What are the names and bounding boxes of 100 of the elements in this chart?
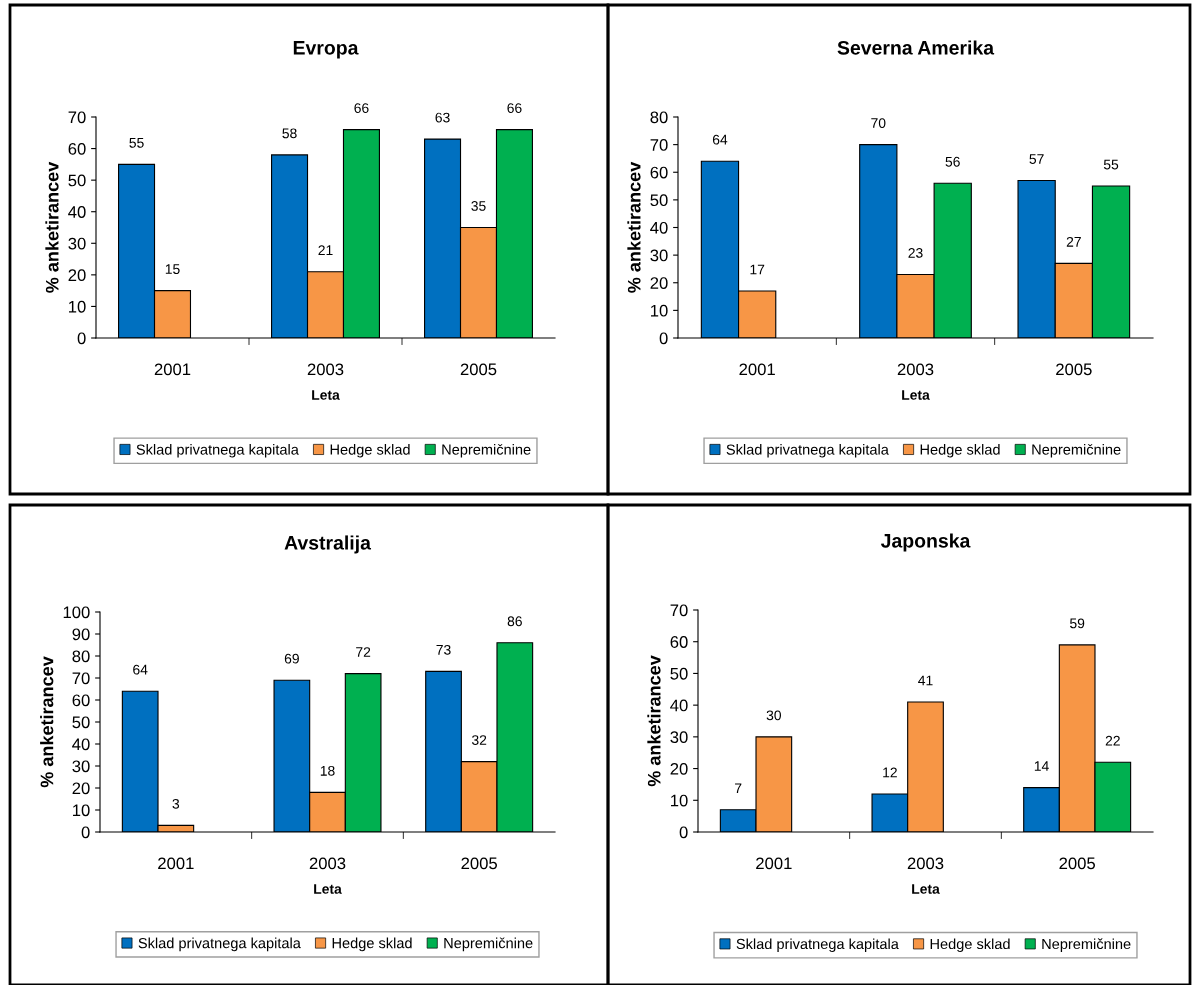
data-label: 72: [356, 647, 371, 657]
x-tick-label: 2003: [897, 363, 934, 376]
data-label: 7: [735, 783, 742, 794]
data-label: 17: [750, 264, 765, 275]
legend-label: Sklad privatnega kapitala: [138, 937, 301, 952]
y-tick-label: 80: [72, 650, 90, 663]
y-tick-label: 0: [77, 332, 86, 345]
y-tick-label: 70: [650, 139, 668, 151]
y-tick-label: 20: [650, 277, 668, 289]
y-tick-label: 60: [650, 166, 668, 179]
data-label: 86: [507, 616, 522, 627]
x-tick-label: 2005: [461, 857, 498, 870]
x-tick-label: 2001: [158, 857, 194, 870]
y-axis-title: % anketirancev: [45, 161, 59, 293]
chart-title: Evropa: [293, 41, 359, 59]
data-label: 3: [172, 798, 180, 809]
data-label: 18: [320, 765, 335, 776]
data-label: 27: [1066, 236, 1081, 247]
data-label: 14: [1034, 761, 1049, 771]
data-label: 23: [908, 247, 923, 258]
y-tick-label: 50: [72, 716, 90, 729]
x-tick-label: 2001: [756, 857, 792, 870]
data-label: 35: [471, 201, 486, 211]
y-tick-label: 50: [650, 194, 668, 207]
y-tick-label: 30: [72, 760, 90, 773]
y-tick-label: 40: [650, 221, 668, 234]
chart-title: Severna Amerika: [837, 40, 995, 55]
chart-title: Avstralija: [284, 535, 372, 554]
data-label: 41: [918, 675, 933, 686]
y-tick-label: 50: [670, 667, 688, 680]
data-label: 22: [1105, 735, 1120, 746]
y-tick-label: 60: [68, 142, 86, 155]
data-label: 55: [129, 138, 144, 148]
y-tick-label: 80: [650, 111, 668, 124]
y-tick-label: 10: [651, 304, 668, 317]
y-tick-label: 30: [670, 731, 688, 744]
data-label: 12: [883, 767, 897, 778]
legend-label: Nepremičnine: [444, 937, 533, 952]
y-tick-label: 10: [671, 794, 688, 807]
x-tick-label: 2003: [309, 857, 346, 870]
y-tick-label: 30: [650, 249, 668, 262]
y-tick-label: 70: [72, 672, 90, 685]
data-label: 70: [871, 118, 886, 128]
x-tick-label: 2005: [1059, 857, 1096, 870]
x-tick-label: 2005: [1056, 363, 1092, 376]
x-axis-title: Leta: [312, 390, 340, 400]
x-tick-label: 2003: [307, 363, 344, 376]
y-tick-label: 40: [72, 738, 90, 751]
legend-label: Nepremičnine: [1032, 443, 1121, 458]
legend-label: Sklad privatnega kapitala: [736, 938, 899, 953]
data-label: 66: [354, 103, 369, 113]
y-axis-title: % anketirancev: [647, 655, 661, 787]
legend-label: Sklad privatnega kapitala: [726, 443, 889, 458]
y-tick-label: 40: [670, 699, 688, 712]
chart-title: Japonska: [880, 533, 971, 552]
data-label: 66: [507, 103, 522, 113]
data-label: 63: [435, 112, 450, 123]
data-label: 58: [282, 128, 297, 139]
data-label: 64: [133, 664, 148, 675]
data-label: 59: [1070, 618, 1085, 629]
y-tick-label: 10: [69, 300, 86, 313]
y-tick-label: 10: [73, 804, 90, 817]
y-tick-label: 0: [81, 826, 90, 839]
legend-label: Hedge sklad: [930, 938, 1010, 953]
x-tick-label: 2005: [460, 363, 497, 376]
x-tick-label: 2003: [907, 857, 944, 870]
y-tick-label: 30: [68, 237, 86, 250]
legend-label: Sklad privatnega kapitala: [136, 443, 299, 458]
y-tick-label: 0: [679, 826, 688, 839]
y-axis-title: % anketirancev: [40, 656, 54, 788]
legend-label: Hedge sklad: [332, 937, 412, 952]
data-label: 56: [945, 156, 960, 167]
data-label: 32: [471, 735, 487, 745]
y-axis-title: % anketirancev: [627, 161, 641, 293]
legend-label: Hedge sklad: [920, 443, 1000, 458]
x-axis-title: Leta: [912, 884, 940, 894]
y-tick-label: 40: [68, 206, 86, 218]
x-axis-title: Leta: [902, 390, 930, 400]
data-label: 21: [318, 245, 333, 255]
data-label: 30: [766, 710, 782, 721]
y-tick-label: 50: [68, 174, 86, 187]
legend-label: Nepremičnine: [442, 443, 531, 458]
y-tick-label: 20: [68, 269, 86, 282]
legend-label: Hedge sklad: [330, 443, 410, 458]
y-tick-label: 0: [659, 332, 668, 345]
x-axis-title: Leta: [314, 884, 342, 894]
y-tick-label: 90: [72, 628, 90, 641]
data-label: 69: [284, 653, 299, 664]
x-tick-label: 2001: [739, 363, 775, 376]
y-tick-label: 60: [72, 694, 90, 707]
data-label: 57: [1029, 154, 1044, 164]
y-tick-label: 70: [68, 111, 86, 124]
y-tick-label: 20: [72, 782, 90, 795]
legend-label: Nepremičnine: [1042, 938, 1131, 953]
data-label: 64: [712, 134, 728, 145]
y-tick-label: 60: [670, 636, 688, 648]
data-label: 15: [165, 264, 180, 275]
y-tick-label: 70: [670, 604, 688, 617]
y-tick-label: 100: [63, 606, 90, 619]
data-label: 73: [436, 644, 451, 655]
